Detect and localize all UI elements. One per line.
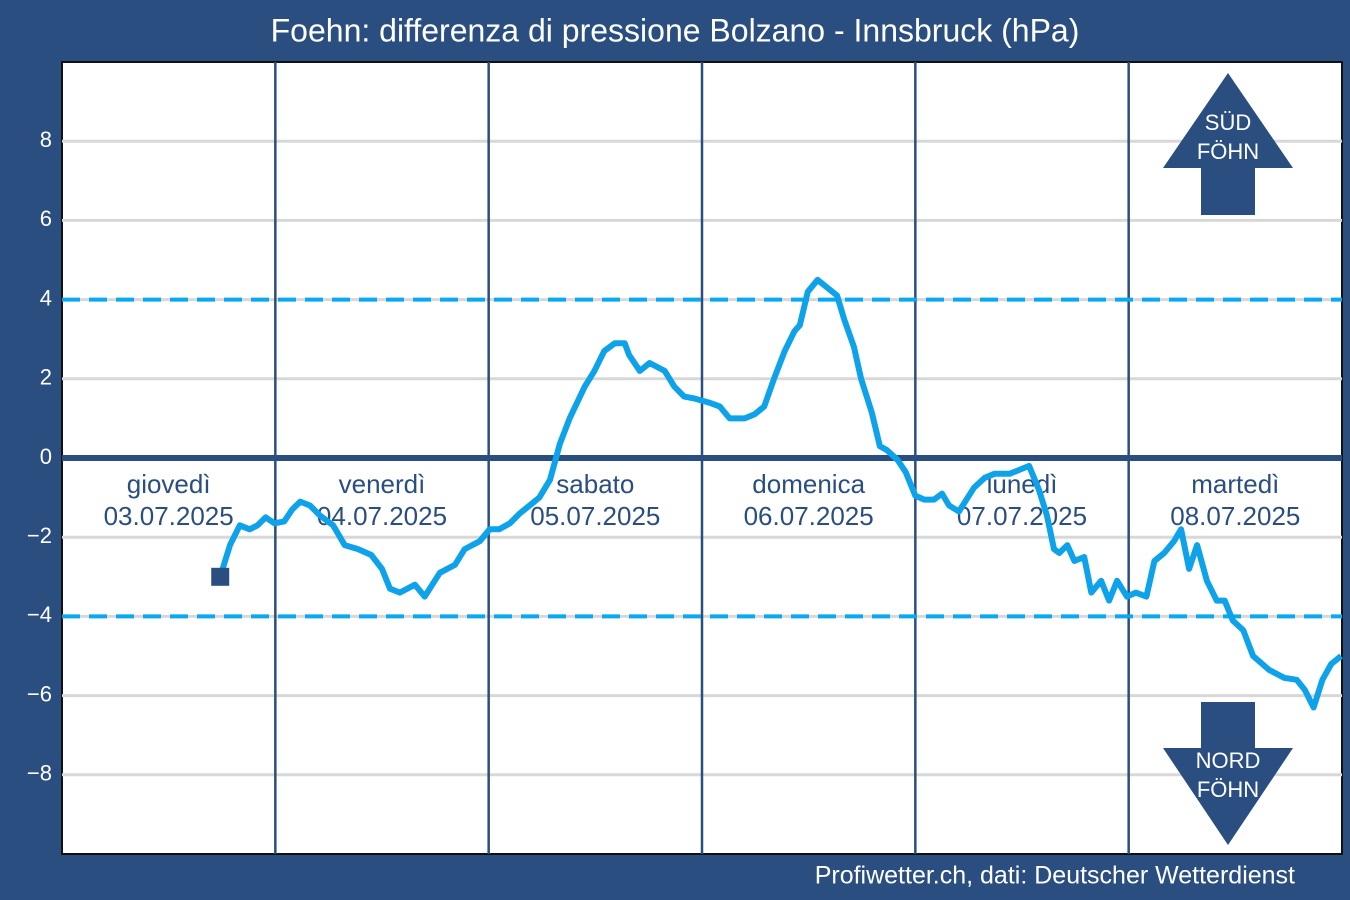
start-marker bbox=[211, 567, 230, 586]
day-name: domenica bbox=[752, 469, 865, 499]
y-tick-label: 0 bbox=[40, 444, 52, 469]
y-tick-label: −4 bbox=[27, 602, 52, 627]
y-tick-label: −6 bbox=[27, 681, 52, 706]
day-date: 07.07.2025 bbox=[957, 501, 1087, 531]
source: Profiwetter.ch, dati: Deutscher Wetterdi… bbox=[815, 862, 1295, 890]
day-name: giovedì bbox=[127, 469, 211, 499]
y-tick-label: −8 bbox=[27, 761, 52, 786]
day-name: sabato bbox=[556, 469, 634, 499]
day-date: 04.07.2025 bbox=[317, 501, 447, 531]
sud-fohn-label: SÜD bbox=[1205, 110, 1251, 135]
day-date: 08.07.2025 bbox=[1170, 501, 1300, 531]
day-date: 05.07.2025 bbox=[530, 501, 660, 531]
y-tick-label: 2 bbox=[40, 365, 52, 390]
y-tick-label: 8 bbox=[40, 127, 52, 152]
arrow-up bbox=[1163, 73, 1293, 215]
chart-title: Foehn: differenza di pressione Bolzano -… bbox=[271, 12, 1080, 48]
day-date: 06.07.2025 bbox=[744, 501, 874, 531]
nord-fohn-label: FÖHN bbox=[1197, 777, 1259, 802]
day-name: venerdì bbox=[339, 469, 426, 499]
nord-fohn-label: NORD bbox=[1196, 748, 1261, 773]
y-tick-label: 6 bbox=[40, 206, 52, 231]
y-tick-label: 4 bbox=[40, 285, 52, 310]
day-name: martedì bbox=[1191, 469, 1279, 499]
day-date: 03.07.2025 bbox=[104, 501, 234, 531]
y-tick-label: −2 bbox=[27, 523, 52, 548]
sud-fohn-label: FÖHN bbox=[1197, 139, 1259, 164]
pressure-line bbox=[217, 276, 1343, 711]
arrow-down bbox=[1163, 702, 1293, 845]
